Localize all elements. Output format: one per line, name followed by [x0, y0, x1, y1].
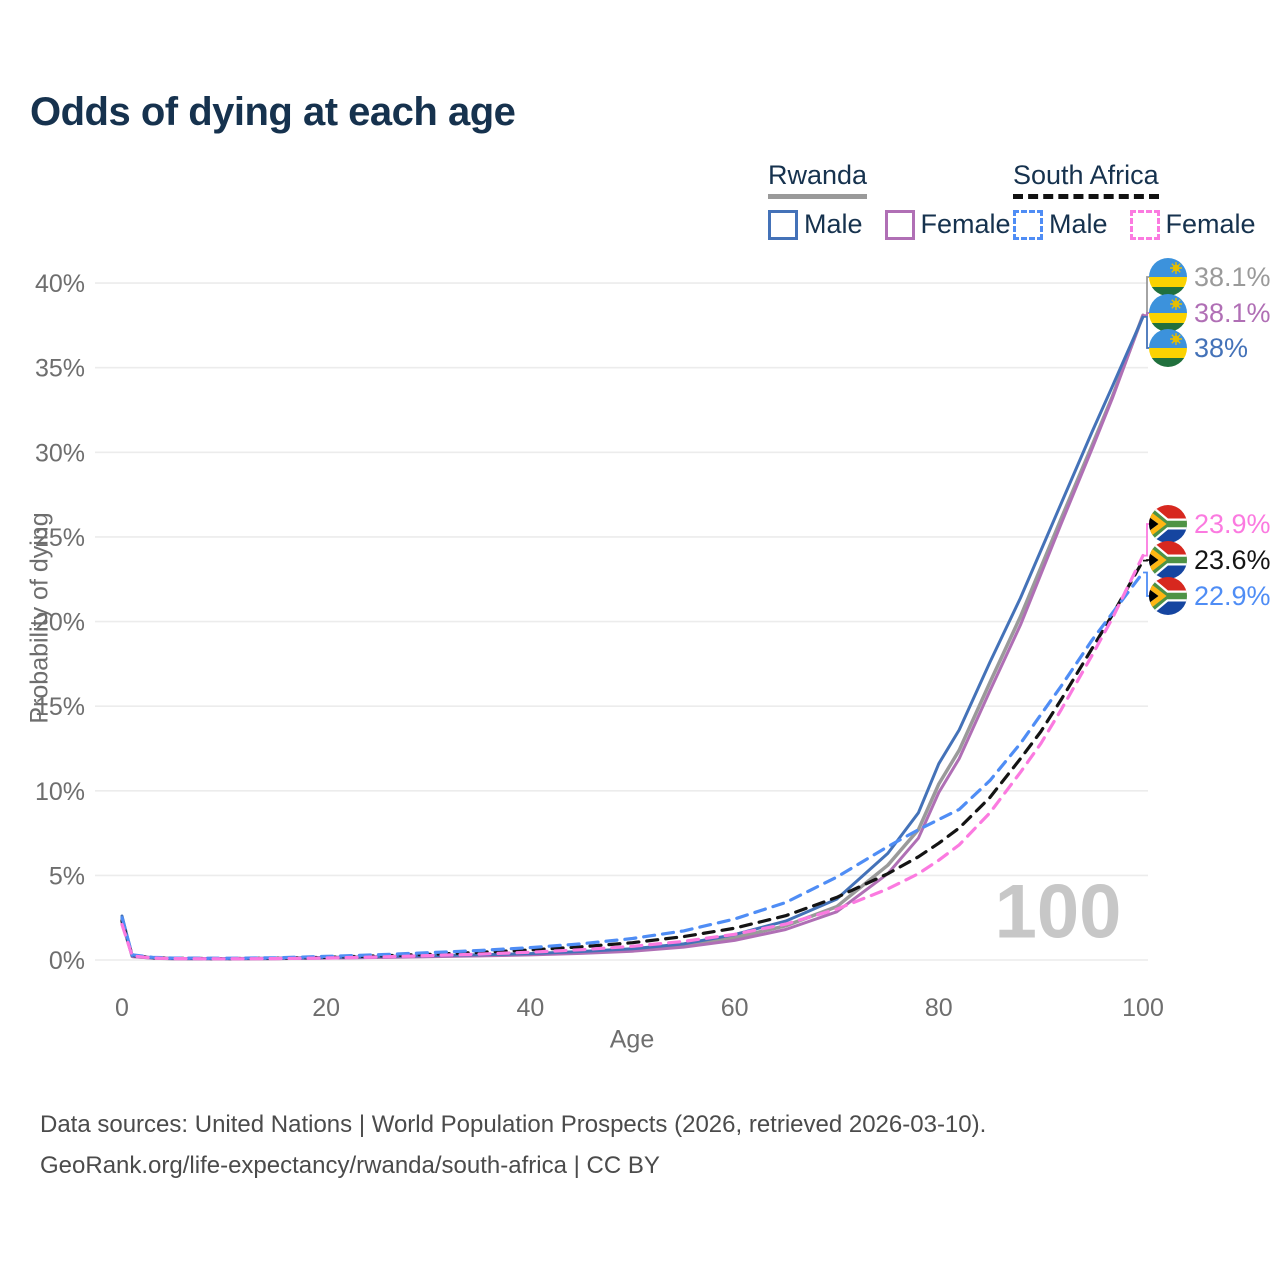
- legend-group-south-africa: South Africa Male Female: [1013, 160, 1278, 240]
- legend-label-south-africa-female: Female: [1165, 209, 1256, 239]
- x-tick-label: 60: [721, 994, 749, 1022]
- x-tick-label: 40: [516, 994, 544, 1022]
- country-flag-icon: [1149, 541, 1187, 579]
- legend-label-rwanda-male: Male: [804, 209, 863, 239]
- country-flag-icon: [1149, 258, 1187, 296]
- series-end-label: 38.1%: [1149, 294, 1271, 332]
- country-flag-icon: [1149, 329, 1187, 367]
- country-flag-icon: [1149, 505, 1187, 543]
- y-tick-label: 20%: [35, 609, 85, 637]
- series-end-value: 38%: [1194, 332, 1249, 363]
- series-line-rwanda_total: [120, 313, 1145, 961]
- legend-row-south-africa: Male Female: [1013, 209, 1278, 240]
- series-end-value: 22.9%: [1194, 580, 1271, 611]
- legend-swatch-rwanda-male: [768, 209, 798, 240]
- end-label-connector: [1143, 571, 1150, 597]
- chart-title: Odds of dying at each age: [30, 90, 516, 134]
- y-tick-label: 15%: [35, 693, 85, 721]
- series-line-rwanda_male: [120, 315, 1145, 961]
- x-tick-label: 0: [115, 994, 129, 1022]
- series-end-value: 23.6%: [1194, 544, 1271, 575]
- end-label-connector: [1143, 316, 1150, 349]
- x-tick-label: 20: [312, 994, 340, 1022]
- y-tick-label: 30%: [35, 439, 85, 467]
- y-tick-label: 35%: [35, 355, 85, 383]
- legend-swatch-rwanda-female: [884, 209, 915, 240]
- y-tick-label: 25%: [35, 524, 85, 552]
- x-tick-label: 80: [925, 994, 953, 1022]
- source-footer: Data sources: United Nations | World Pop…: [40, 1104, 986, 1186]
- series-line-sa_female: [120, 553, 1145, 961]
- end-label-connector: [1143, 523, 1150, 557]
- series-end-label: 23.6%: [1149, 541, 1271, 579]
- legend-label-rwanda-female: Female: [920, 209, 1011, 239]
- series-end-value: 38.1%: [1194, 297, 1271, 328]
- legend-label-south-africa-male: Male: [1049, 209, 1108, 239]
- end-label-connector: [1143, 312, 1150, 317]
- country-flag-icon: [1149, 577, 1187, 615]
- series-end-label: 38.1%: [1149, 258, 1271, 296]
- legend-heading-rwanda: Rwanda: [768, 160, 868, 199]
- y-axis-title: Probability of dying: [25, 512, 54, 724]
- series-end-label: 38%: [1149, 329, 1248, 367]
- series-end-value: 23.9%: [1194, 508, 1271, 539]
- legend-group-rwanda: Rwanda Male Female: [768, 160, 1033, 240]
- age-counter-watermark: 100: [994, 869, 1122, 955]
- series-line-sa_male: [120, 570, 1145, 960]
- series-line-sa_total: [120, 558, 1145, 961]
- y-tick-label: 0%: [49, 947, 85, 975]
- gridlines: 0% 5% 10% 15% 20% 25% 30% 35% 40% 0 20 40 60 80 100: [35, 270, 1164, 1022]
- legend-swatch-south-africa-female: [1129, 209, 1160, 240]
- series-end-label: 22.9%: [1149, 577, 1271, 615]
- series-line-rwanda_female: [120, 313, 1145, 961]
- series-end-label: 23.9%: [1149, 505, 1271, 543]
- source-line: Data sources: United Nations | World Pop…: [40, 1111, 987, 1138]
- x-tick-label: 100: [1122, 994, 1164, 1022]
- attribution-line: GeoRank.org/life-expectancy/rwanda/south…: [40, 1152, 660, 1179]
- x-axis-title: Age: [609, 1025, 655, 1054]
- legend-heading-south-africa: South Africa: [1013, 160, 1159, 199]
- y-tick-label: 5%: [49, 862, 85, 890]
- y-tick-label: 40%: [35, 270, 85, 298]
- country-flag-icon: [1149, 294, 1187, 332]
- end-label-connector: [1143, 559, 1150, 562]
- legend-swatch-south-africa-male: [1013, 209, 1043, 240]
- y-tick-label: 10%: [35, 778, 85, 806]
- series-end-value: 38.1%: [1194, 261, 1271, 292]
- legend-row-rwanda: Male Female: [768, 209, 1033, 240]
